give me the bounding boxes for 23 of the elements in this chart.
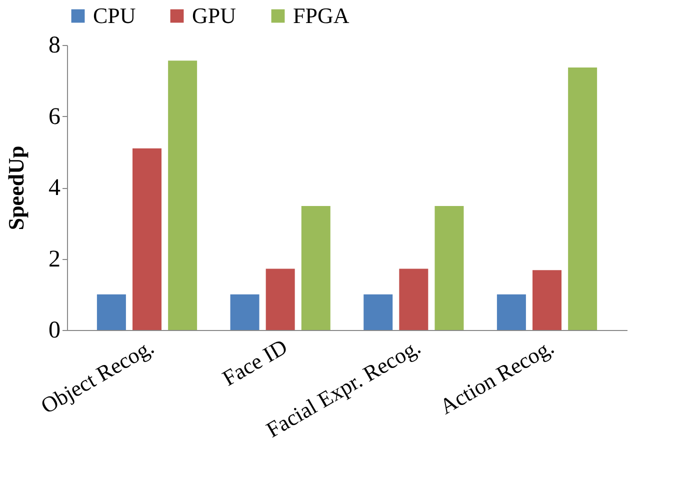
legend-label: CPU [93,3,136,28]
y-tick-label: 0 [48,318,60,344]
x-tick-label: Face ID [218,334,292,391]
bar [364,294,393,330]
bar [532,270,562,330]
y-tick-label: 4 [48,175,60,201]
bar [301,206,330,330]
bar [266,268,295,330]
bar [96,294,126,330]
y-tick-label: 8 [48,32,60,58]
x-tick-label: Action Recog. [435,334,558,420]
bar [568,67,598,330]
bar [132,148,162,330]
legend-label: FPGA [293,3,350,28]
bar [399,268,428,330]
y-tick-label: 2 [48,246,60,272]
bar [434,206,464,330]
bar [230,294,260,330]
bar [168,60,198,330]
legend-label: GPU [192,3,236,28]
y-tick-label: 6 [48,104,60,130]
bar [496,294,526,330]
y-axis-title: SpeedUp [4,146,28,230]
